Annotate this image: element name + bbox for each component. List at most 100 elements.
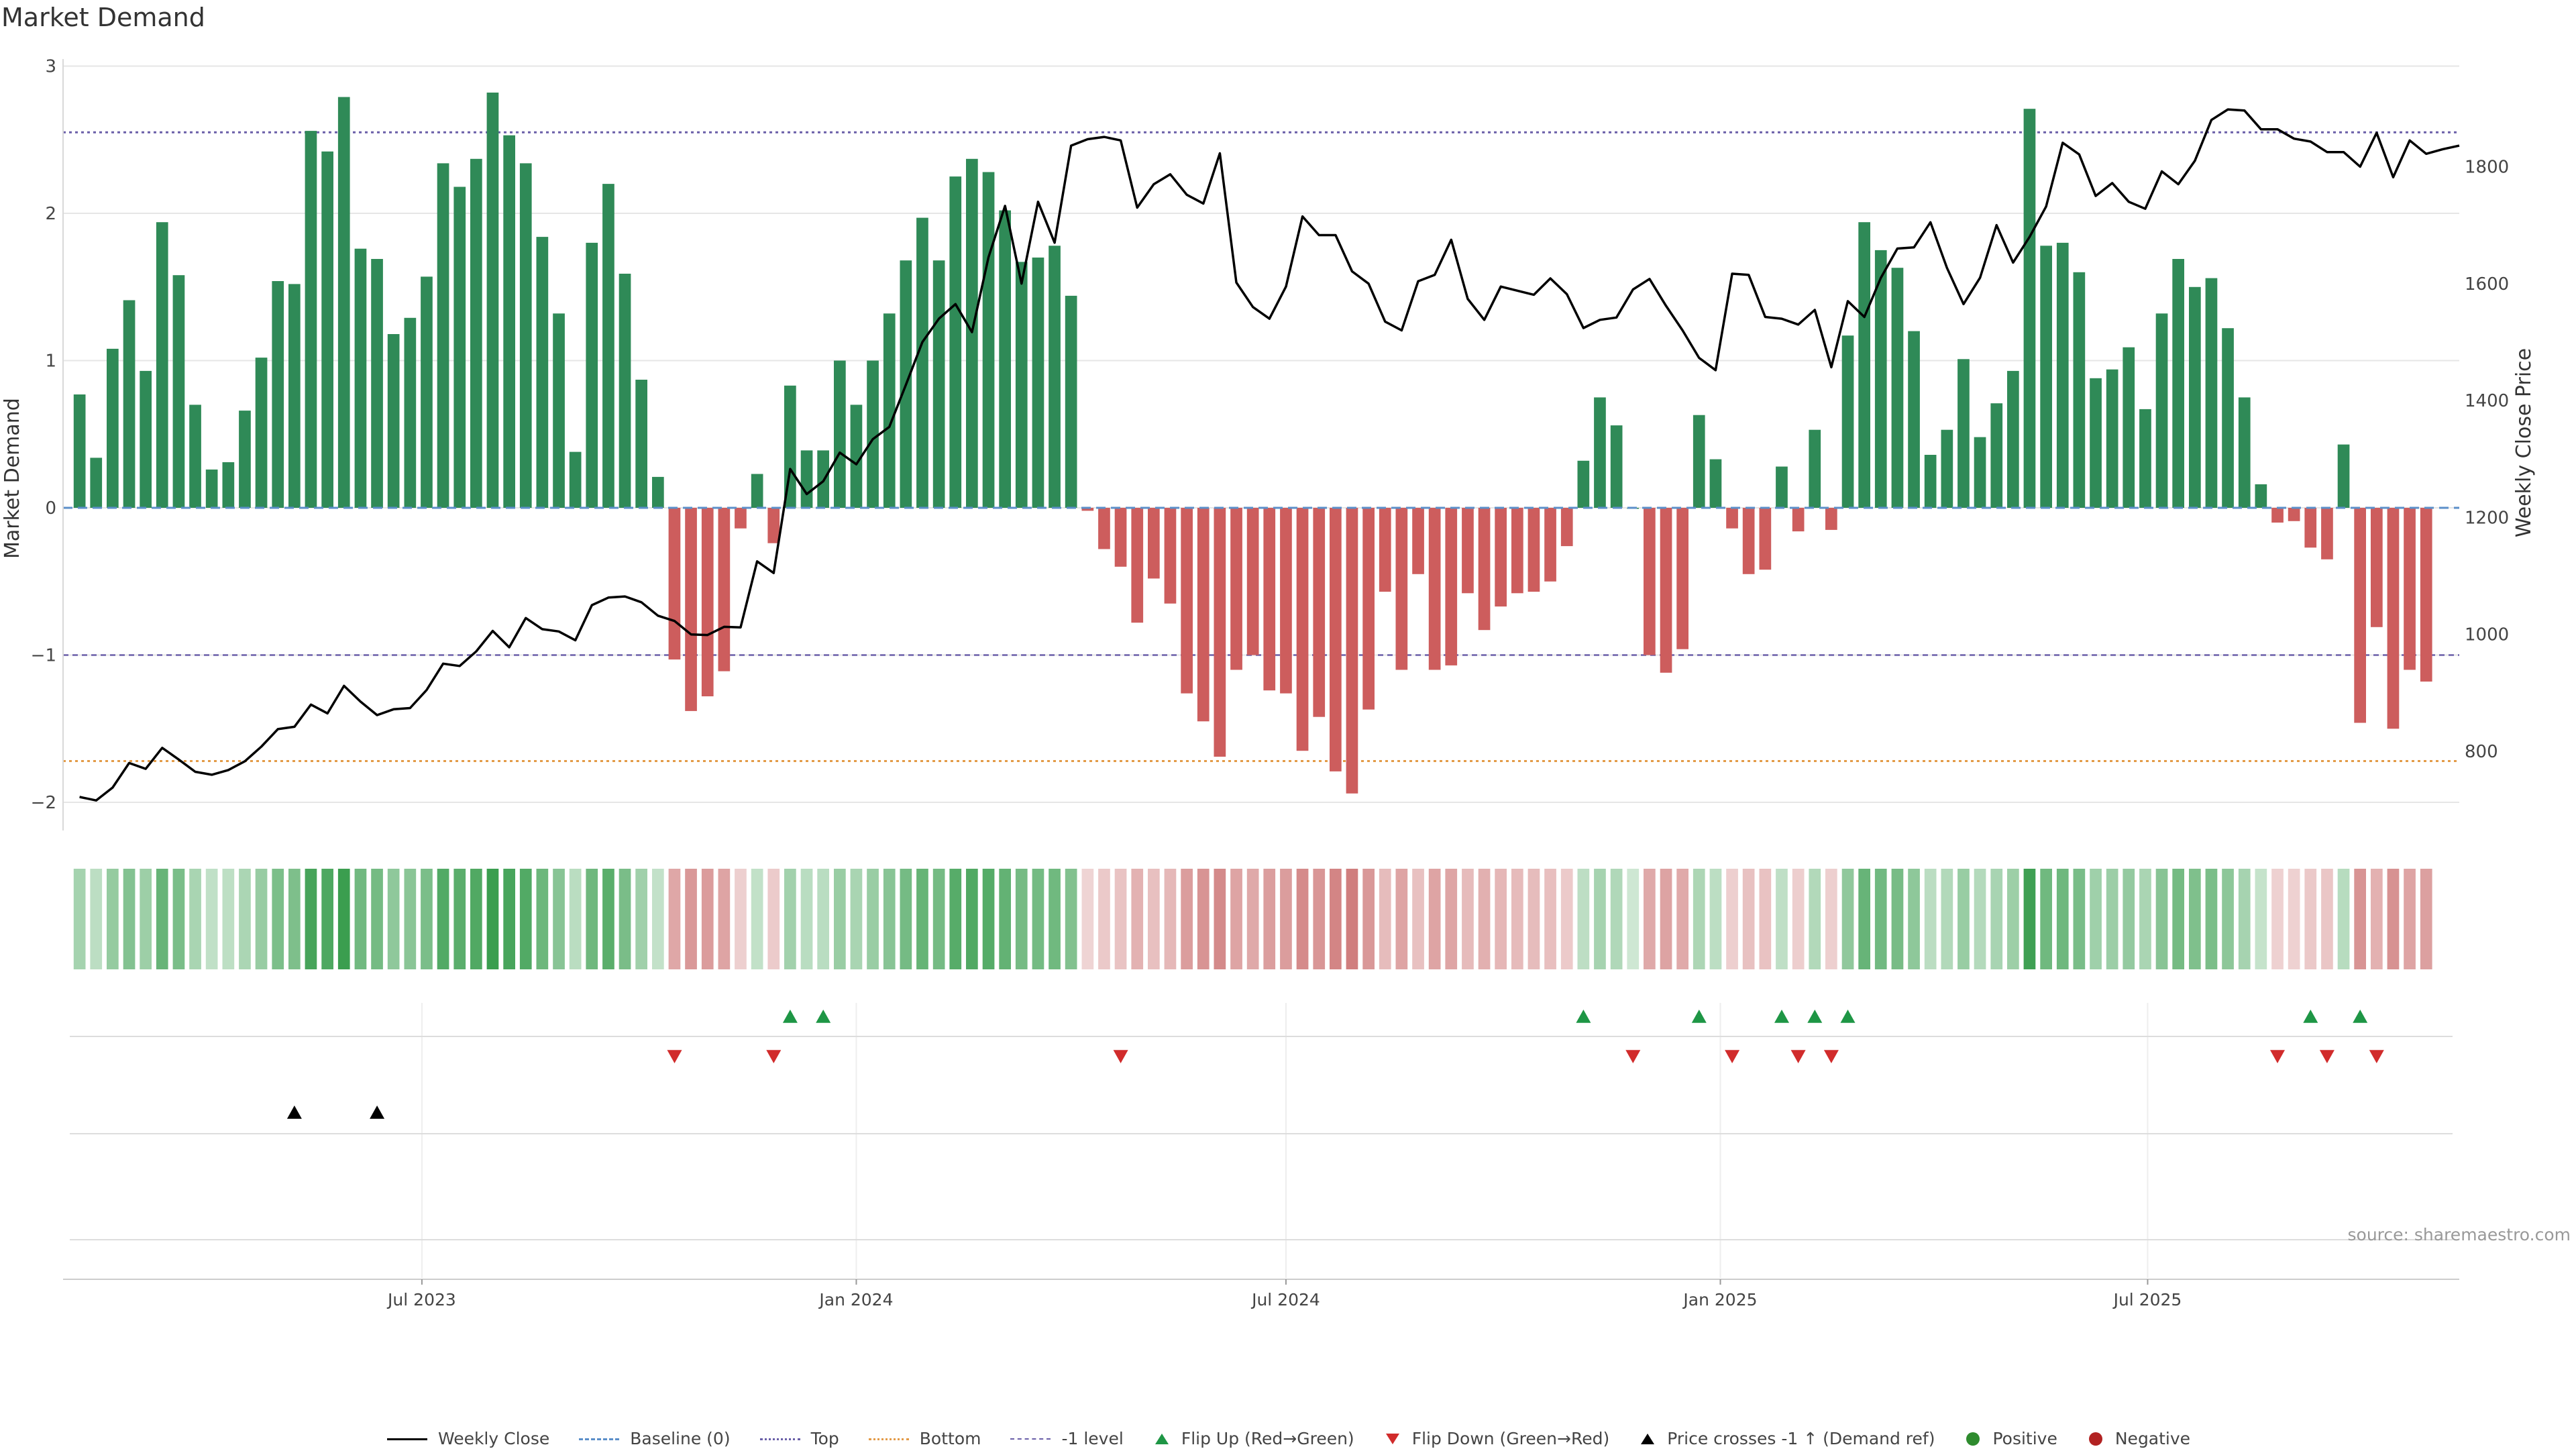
demand-bar-positive xyxy=(1577,460,1590,508)
heat-cell xyxy=(685,869,697,969)
demand-bar-negative xyxy=(1164,508,1177,604)
demand-bar-positive xyxy=(272,281,284,508)
demand-bar-positive xyxy=(867,360,879,508)
legend-marker-swatch xyxy=(1152,1432,1172,1446)
heat-cell xyxy=(966,869,978,969)
heat-cell xyxy=(2007,869,2019,969)
heat-cell xyxy=(982,869,995,969)
legend-item: Weekly Close xyxy=(386,1429,549,1448)
demand-bar-positive xyxy=(519,163,532,508)
heat-cell xyxy=(2387,869,2400,969)
heat-cell xyxy=(1412,869,1424,969)
demand-bar-negative xyxy=(2387,508,2400,729)
demand-bar-positive xyxy=(222,462,235,508)
demand-bar-negative xyxy=(1660,508,1672,673)
demand-bars-layer xyxy=(63,93,2459,794)
heat-cell xyxy=(619,869,631,969)
heat-cell xyxy=(421,869,433,969)
demand-bar-positive xyxy=(602,184,614,508)
demand-bar-positive xyxy=(800,450,813,508)
heat-cell xyxy=(2205,869,2218,969)
demand-bar-positive xyxy=(239,411,251,508)
demand-bar-positive xyxy=(982,172,995,508)
demand-bar-negative xyxy=(1560,508,1573,547)
flip-down-marker xyxy=(2319,1050,2334,1063)
heat-cell xyxy=(1395,869,1408,969)
demand-bar-positive xyxy=(387,334,400,508)
heat-cell xyxy=(635,869,647,969)
demand-bar-negative xyxy=(1263,508,1276,691)
demand-bar-positive xyxy=(751,474,763,508)
heat-cell xyxy=(767,869,780,969)
source-note: source: sharemaestro.com xyxy=(2347,1225,2571,1244)
demand-bar-positive xyxy=(784,385,796,508)
heat-cell xyxy=(553,869,565,969)
legend-marker-swatch xyxy=(2086,1432,2106,1446)
demand-bar-negative xyxy=(2354,508,2366,723)
heat-cell xyxy=(2420,869,2432,969)
heat-cell xyxy=(205,869,218,969)
demand-bar-positive xyxy=(1924,455,1937,508)
heat-cell xyxy=(735,869,747,969)
heat-cell xyxy=(2238,869,2251,969)
dot-icon xyxy=(1966,1432,1980,1446)
heat-cell xyxy=(90,869,103,969)
heat-cell xyxy=(1362,869,1375,969)
heat-cell xyxy=(1495,869,1507,969)
legend-item: Negative xyxy=(2086,1429,2190,1448)
heat-cell xyxy=(1941,869,1953,969)
heat-cell xyxy=(1131,869,1144,969)
heat-cell xyxy=(1081,869,1094,969)
y-tick-label: −2 xyxy=(31,793,56,813)
demand-bar-positive xyxy=(2123,347,2135,508)
demand-bar-positive xyxy=(2139,409,2151,508)
heat-cell xyxy=(949,869,962,969)
legend-marker-swatch xyxy=(1638,1432,1658,1446)
demand-bar-negative xyxy=(1379,508,1391,592)
demand-bar-positive xyxy=(1957,359,1970,508)
flip-down-marker xyxy=(1725,1050,1740,1063)
legend-marker-swatch xyxy=(1383,1432,1403,1446)
legend-label: Top xyxy=(810,1429,839,1448)
heat-cell xyxy=(1825,869,1837,969)
heat-cell xyxy=(1478,869,1491,969)
demand-bar-positive xyxy=(73,394,86,508)
y-tick-label: −1 xyxy=(31,646,56,666)
heat-cell xyxy=(1148,869,1160,969)
heat-cell xyxy=(1181,869,1193,969)
demand-bar-negative xyxy=(1346,508,1358,794)
triangle-up-icon xyxy=(1155,1433,1169,1444)
demand-bar-negative xyxy=(1330,508,1342,771)
demand-bar-positive xyxy=(255,358,268,508)
flip-down-marker xyxy=(2369,1050,2384,1063)
demand-bar-negative xyxy=(1495,508,1507,607)
heat-cell xyxy=(817,869,829,969)
demand-bar-positive xyxy=(2106,369,2118,508)
demand-bar-negative xyxy=(2371,508,2383,627)
legend-item: Baseline (0) xyxy=(578,1429,731,1448)
heat-cell xyxy=(867,869,879,969)
heat-cell xyxy=(2155,869,2168,969)
heat-cell xyxy=(1891,869,1904,969)
heat-cell xyxy=(1577,869,1590,969)
demand-bar-positive xyxy=(486,93,499,508)
demand-bar-positive xyxy=(503,135,515,508)
demand-bar-negative xyxy=(1825,508,1837,530)
legend-label: Bottom xyxy=(919,1429,981,1448)
flip-markers-panel xyxy=(70,1010,2453,1240)
demand-bar-positive xyxy=(949,176,962,508)
demand-bar-positive xyxy=(1776,466,1788,508)
demand-bar-positive xyxy=(2255,484,2267,508)
heat-cell xyxy=(1527,869,1540,969)
legend-line-swatch xyxy=(759,1432,802,1446)
heat-cell xyxy=(1644,869,1656,969)
legend-label: Negative xyxy=(2114,1429,2191,1448)
demand-bar-negative xyxy=(685,508,697,711)
demand-bar-positive xyxy=(1693,415,1705,508)
y-tick-label: 1 xyxy=(45,352,56,372)
y2-tick-label: 1000 xyxy=(2465,625,2509,645)
demand-bar-positive xyxy=(2189,286,2201,508)
demand-bar-negative xyxy=(1131,508,1144,623)
heat-cell xyxy=(1908,869,1920,969)
demand-bar-positive xyxy=(569,451,582,508)
